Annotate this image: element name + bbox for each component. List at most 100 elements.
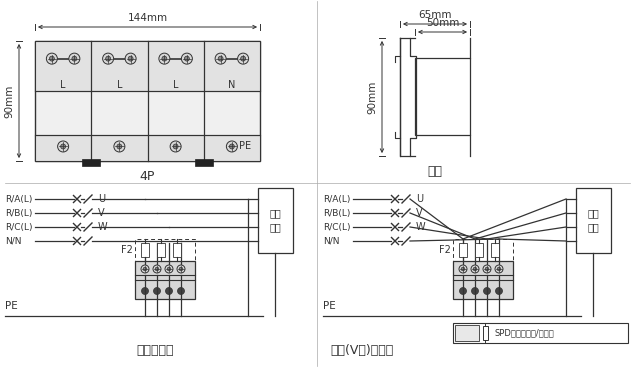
Text: R/C(L): R/C(L) <box>5 223 32 232</box>
Text: 144mm: 144mm <box>128 13 168 23</box>
Circle shape <box>241 56 246 61</box>
Text: W: W <box>416 222 425 232</box>
Text: U: U <box>416 194 423 204</box>
Circle shape <box>165 265 173 273</box>
Text: 电器
设备: 电器 设备 <box>270 208 281 232</box>
Text: V: V <box>416 208 423 218</box>
Circle shape <box>179 267 183 271</box>
Text: F2: F2 <box>121 245 133 255</box>
Circle shape <box>69 53 80 64</box>
Circle shape <box>61 144 65 149</box>
Circle shape <box>182 53 192 64</box>
Bar <box>258 187 293 253</box>
Text: R/B(L): R/B(L) <box>5 209 32 217</box>
Circle shape <box>114 141 125 152</box>
Circle shape <box>128 56 133 61</box>
Circle shape <box>460 288 467 295</box>
Circle shape <box>229 144 234 149</box>
Circle shape <box>58 141 69 152</box>
Circle shape <box>103 53 114 64</box>
Text: W: W <box>98 222 107 232</box>
Text: PE: PE <box>323 301 336 311</box>
Bar <box>35 41 260 91</box>
Circle shape <box>167 267 171 271</box>
Text: SPD备备保护器/断路器: SPD备备保护器/断路器 <box>495 328 555 338</box>
Circle shape <box>218 56 223 61</box>
Text: F2: F2 <box>439 245 451 255</box>
Text: N: N <box>228 81 236 91</box>
Circle shape <box>46 53 57 64</box>
Bar <box>141 243 149 257</box>
Circle shape <box>72 56 77 61</box>
Text: R/A(L): R/A(L) <box>5 194 32 204</box>
Text: N/N: N/N <box>5 236 22 246</box>
Circle shape <box>473 267 477 271</box>
Circle shape <box>155 267 159 271</box>
Text: 90mm: 90mm <box>367 80 377 114</box>
Circle shape <box>178 288 185 295</box>
Circle shape <box>485 267 489 271</box>
Circle shape <box>153 265 161 273</box>
Text: 側面: 側面 <box>427 164 443 177</box>
Bar <box>483 326 488 340</box>
Circle shape <box>144 267 147 271</box>
Circle shape <box>170 141 181 152</box>
Circle shape <box>495 265 503 273</box>
Text: 电器
设备: 电器 设备 <box>587 208 599 232</box>
Text: 65mm: 65mm <box>418 10 451 20</box>
Bar <box>35 135 260 161</box>
Circle shape <box>177 265 185 273</box>
Text: R/C(L): R/C(L) <box>323 223 351 232</box>
Circle shape <box>483 265 491 273</box>
Bar <box>491 243 499 257</box>
Bar <box>135 239 195 261</box>
Text: R/A(L): R/A(L) <box>323 194 351 204</box>
Circle shape <box>166 288 173 295</box>
Text: 单线接线法: 单线接线法 <box>137 345 174 358</box>
Text: 凯文(V型)接线法: 凯文(V型)接线法 <box>330 345 393 358</box>
Circle shape <box>495 288 502 295</box>
Circle shape <box>459 265 467 273</box>
Text: PE: PE <box>239 141 251 151</box>
Circle shape <box>483 288 490 295</box>
Bar <box>157 243 165 257</box>
Circle shape <box>50 56 55 61</box>
Text: L: L <box>173 81 178 91</box>
Bar <box>415 58 470 135</box>
Circle shape <box>141 265 149 273</box>
Bar <box>576 187 611 253</box>
Text: L: L <box>117 81 122 91</box>
Bar <box>195 159 213 166</box>
Text: N/N: N/N <box>323 236 340 246</box>
Bar <box>459 243 467 257</box>
Circle shape <box>173 144 178 149</box>
Circle shape <box>162 56 167 61</box>
Circle shape <box>215 53 226 64</box>
Circle shape <box>125 53 136 64</box>
Circle shape <box>237 53 249 64</box>
Text: U: U <box>98 194 105 204</box>
Circle shape <box>184 56 189 61</box>
Circle shape <box>154 288 161 295</box>
Bar <box>453 261 513 299</box>
Circle shape <box>461 267 465 271</box>
Bar <box>453 239 513 261</box>
Text: 50mm: 50mm <box>426 18 459 28</box>
Circle shape <box>142 288 149 295</box>
Bar <box>135 261 195 299</box>
Text: L: L <box>60 81 66 91</box>
Bar <box>35 41 260 161</box>
Text: 4P: 4P <box>140 170 155 183</box>
Bar <box>173 243 181 257</box>
Text: PE: PE <box>5 301 18 311</box>
Circle shape <box>497 267 501 271</box>
Circle shape <box>471 265 479 273</box>
Bar <box>455 325 479 341</box>
Bar <box>83 159 100 166</box>
Text: R/B(L): R/B(L) <box>323 209 351 217</box>
Circle shape <box>226 141 237 152</box>
Bar <box>453 323 628 343</box>
Circle shape <box>105 56 110 61</box>
Text: V: V <box>98 208 105 218</box>
Circle shape <box>159 53 170 64</box>
